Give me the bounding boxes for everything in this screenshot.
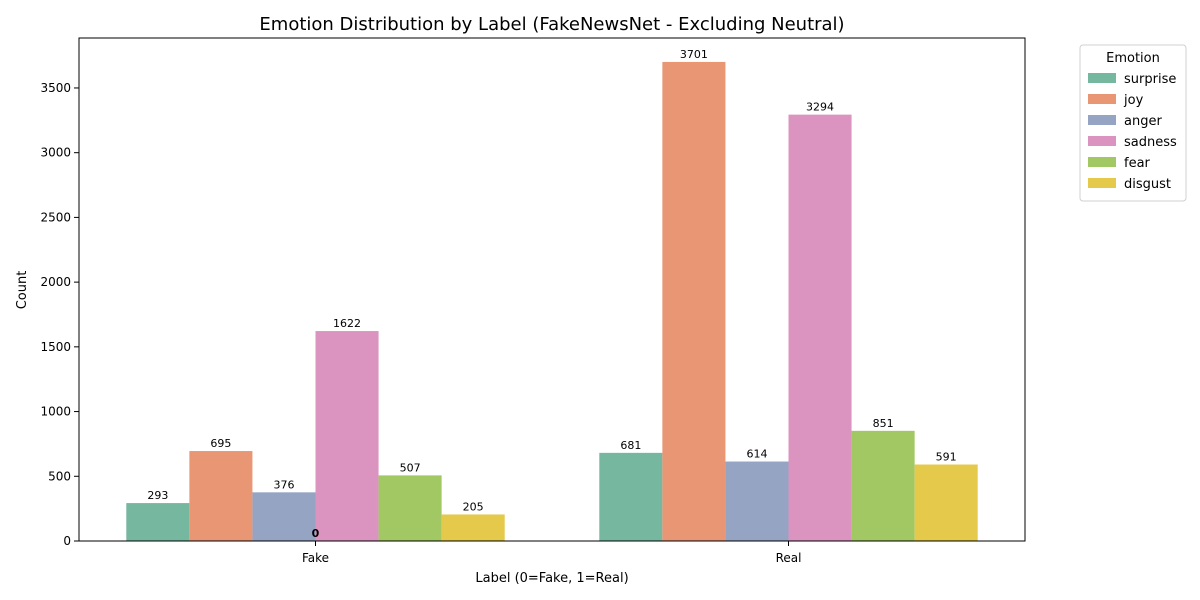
bar-value-label: 695	[210, 437, 231, 450]
bar-value-label: 376	[273, 478, 294, 491]
legend-label-sadness: sadness	[1124, 135, 1177, 150]
bar-value-label: 851	[873, 417, 894, 430]
bar-value-label: 614	[746, 448, 767, 461]
zero-value-label: 0	[312, 527, 320, 540]
legend-label-anger: anger	[1124, 114, 1162, 129]
bar-value-label: 681	[620, 439, 641, 452]
bar-surprise-real	[599, 452, 663, 541]
legend-label-fear: fear	[1124, 156, 1151, 171]
legend-label-joy: joy	[1123, 93, 1144, 108]
legend-swatch-joy	[1088, 94, 1116, 104]
bar-sadness-fake	[315, 331, 379, 541]
legend-label-disgust: disgust	[1124, 177, 1171, 192]
bar-value-label: 3701	[680, 48, 708, 61]
x-axis-label: Label (0=Fake, 1=Real)	[475, 571, 628, 586]
y-tick-label: 3500	[40, 81, 71, 95]
legend-swatch-anger	[1088, 115, 1116, 125]
legend-swatch-surprise	[1088, 73, 1116, 83]
legend-swatch-sadness	[1088, 136, 1116, 146]
plot-area: 0 500 1000 1500 2000 2500 3000 3500 293 695 376 162…	[40, 37, 1026, 565]
bar-value-label: 591	[936, 451, 957, 464]
bar-value-label: 1622	[333, 317, 361, 330]
y-tick-label: 3000	[40, 146, 71, 160]
y-tick-label: 2500	[40, 210, 71, 224]
bar-joy-fake	[189, 451, 253, 541]
bar-disgust-fake	[441, 514, 505, 541]
bar-fear-fake	[378, 475, 442, 541]
legend-title: Emotion	[1106, 51, 1160, 66]
legend: Emotion surprise joy anger sadness fear disgus…	[1079, 44, 1187, 202]
chart-title: Emotion Distribution by Label (FakeNewsN…	[259, 14, 844, 35]
bar-value-label: 293	[147, 489, 168, 502]
legend-swatch-disgust	[1088, 178, 1116, 188]
y-tick-label: 0	[63, 534, 71, 548]
legend-swatch-fear	[1088, 157, 1116, 167]
legend-label-surprise: surprise	[1124, 72, 1176, 87]
bar-fear-real	[851, 430, 915, 541]
bar-value-label: 205	[463, 500, 484, 513]
bar-value-label: 3294	[806, 101, 834, 114]
x-tick-label: Real	[776, 551, 802, 565]
y-axis-label: Count	[15, 271, 30, 310]
bar-anger-fake	[252, 492, 316, 541]
y-tick-label: 1500	[40, 340, 71, 354]
bar-anger-real	[725, 461, 789, 541]
bar-surprise-fake	[126, 503, 190, 541]
x-tick-label: Fake	[302, 551, 329, 565]
y-tick-label: 1000	[40, 405, 71, 419]
y-tick-label: 500	[48, 469, 71, 483]
bar-value-label: 507	[400, 461, 421, 474]
bar-joy-real	[662, 61, 726, 541]
bar-disgust-real	[914, 464, 978, 541]
axes-frame	[78, 37, 1026, 542]
y-tick-label: 2000	[40, 275, 71, 289]
bar-sadness-real	[788, 114, 852, 541]
